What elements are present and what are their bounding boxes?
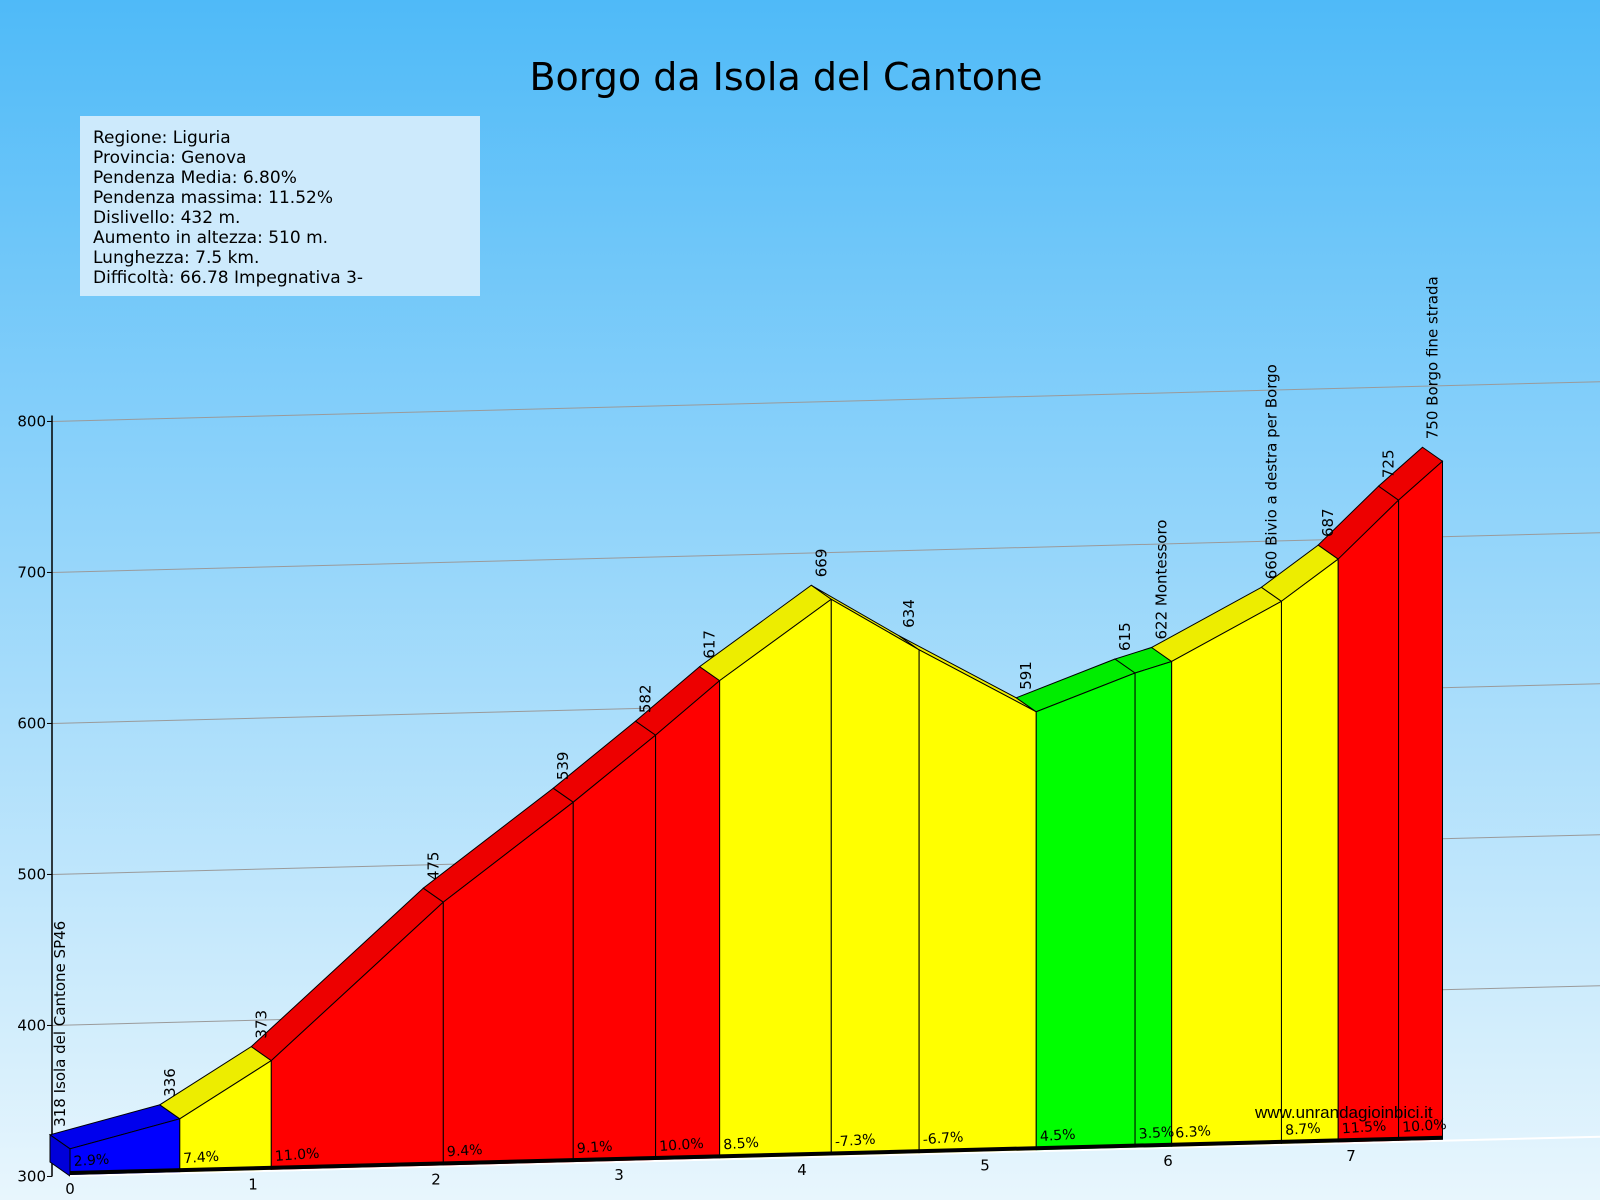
- grade-label-8: -7.3%: [834, 1132, 876, 1151]
- elevation-label-15: 725: [1380, 449, 1398, 478]
- info-box: Regione: Liguria Provincia: Genova Pende…: [80, 116, 480, 296]
- info-line-length: Lunghezza: 7.5 km.: [93, 248, 259, 268]
- segment-face-6: [655, 679, 721, 1162]
- baseline-axis: [69, 1135, 1443, 1175]
- y-tick-label-600: 600: [17, 714, 46, 732]
- elevation-labels: 318 Isola del Cantone SP46 336 373 475 539 58…: [51, 276, 1442, 1127]
- y-tick-label-700: 700: [17, 563, 46, 581]
- y-tick-label-500: 500: [17, 865, 46, 883]
- x-tick-label-3: 3: [614, 1166, 624, 1184]
- segment-face-11: [1134, 660, 1173, 1150]
- x-tick-label-5: 5: [980, 1157, 990, 1175]
- elevation-label-7: 617: [701, 630, 719, 659]
- chart-title: Borgo da Isola del Cantone: [529, 55, 1042, 99]
- info-line-difficulty: Difficoltà: 66.78 Impegnativa 3-: [93, 268, 363, 288]
- distance-baseline: 0 1 2 3 4 5 6 7: [65, 1135, 1600, 1198]
- y-tick-label-300: 300: [17, 1167, 46, 1185]
- elevation-label-2: 336: [161, 1068, 179, 1097]
- x-tick-label-7: 7: [1346, 1147, 1356, 1165]
- info-line-avg-grade: Pendenza Media: 6.80%: [93, 168, 297, 188]
- grade-label-3: 11.0%: [274, 1146, 319, 1165]
- info-line-region: Regione: Liguria: [93, 128, 231, 148]
- x-tick-label-2: 2: [431, 1171, 441, 1189]
- elevation-label-8: 669: [812, 549, 830, 578]
- elevation-label-5: 539: [554, 752, 572, 781]
- info-line-province: Provincia: Genova: [93, 148, 246, 168]
- grade-label-5: 9.1%: [576, 1139, 613, 1157]
- grade-label-15: 10.0%: [1402, 1117, 1447, 1136]
- segment-face-9: [918, 649, 1037, 1155]
- info-line-max-grade: Pendenza massima: 11.52%: [93, 188, 333, 208]
- y-tick-label-400: 400: [17, 1016, 46, 1034]
- website-label: www.unrandagioinbici.it: [1254, 1103, 1433, 1122]
- segment-start-cap: [49, 1133, 71, 1177]
- segment-face-12: [1171, 600, 1282, 1149]
- info-box-background: [80, 116, 480, 296]
- x-tick-label-0: 0: [65, 1180, 75, 1198]
- elevation-label-13: 660 Bivio a destra per Borgo: [1262, 364, 1280, 579]
- elevation-label-3: 373: [252, 1010, 270, 1039]
- grade-label-10: 4.5%: [1039, 1127, 1076, 1145]
- y-tick-label-800: 800: [17, 412, 46, 430]
- grade-label-14: 11.5%: [1341, 1118, 1386, 1137]
- y-axis: 300 400 500 600 700 800: [17, 412, 53, 1185]
- grade-label-11: 3.5%: [1138, 1124, 1175, 1142]
- segment-face-15: [1398, 460, 1443, 1143]
- grid-line-800: [51, 381, 1600, 422]
- x-tick-label-6: 6: [1163, 1152, 1173, 1170]
- segment-face-13: [1280, 558, 1339, 1146]
- info-line-total-gain: Aumento in altezza: 510 m.: [93, 228, 328, 248]
- elevation-label-1: 318 Isola del Cantone SP46: [51, 921, 69, 1127]
- segment-face-10: [1035, 672, 1136, 1152]
- grade-label-7: 8.5%: [723, 1135, 760, 1153]
- baseline-light-edge: [69, 1135, 1600, 1177]
- elevation-label-11: 615: [1116, 622, 1134, 651]
- elevation-label-9: 634: [900, 599, 918, 628]
- grade-label-12: 6.3%: [1175, 1123, 1212, 1141]
- grade-label-2: 7.4%: [183, 1149, 220, 1167]
- grade-label-1: 2.9%: [73, 1152, 110, 1170]
- x-tick-label-4: 4: [797, 1161, 807, 1179]
- elevation-label-4: 475: [424, 852, 442, 881]
- grade-label-4: 9.4%: [446, 1142, 483, 1160]
- elevation-label-16: 750 Borgo fine strada: [1424, 276, 1442, 439]
- grade-label-6: 10.0%: [659, 1136, 704, 1155]
- x-tick-label-1: 1: [248, 1175, 258, 1193]
- segment-face-5: [572, 734, 657, 1164]
- elevation-label-14: 687: [1319, 508, 1337, 537]
- elevation-label-6: 582: [637, 684, 655, 713]
- grade-label-9: -6.7%: [922, 1129, 964, 1148]
- elevation-label-12: 622 Montessoro: [1153, 520, 1171, 640]
- segment-face-14: [1337, 498, 1400, 1144]
- profile-segments: 2.9% 7.4% 11.0% 9.4% 9.1% 10.0% 8.5% -7.3% -6.7%…: [48, 446, 1447, 1177]
- grade-label-13: 8.7%: [1285, 1120, 1322, 1138]
- segment-face-8: [830, 598, 920, 1157]
- info-line-elevation-difference: Dislivello: 432 m.: [93, 208, 240, 228]
- segment-face-7: [719, 598, 832, 1160]
- elevation-label-10: 591: [1017, 661, 1035, 690]
